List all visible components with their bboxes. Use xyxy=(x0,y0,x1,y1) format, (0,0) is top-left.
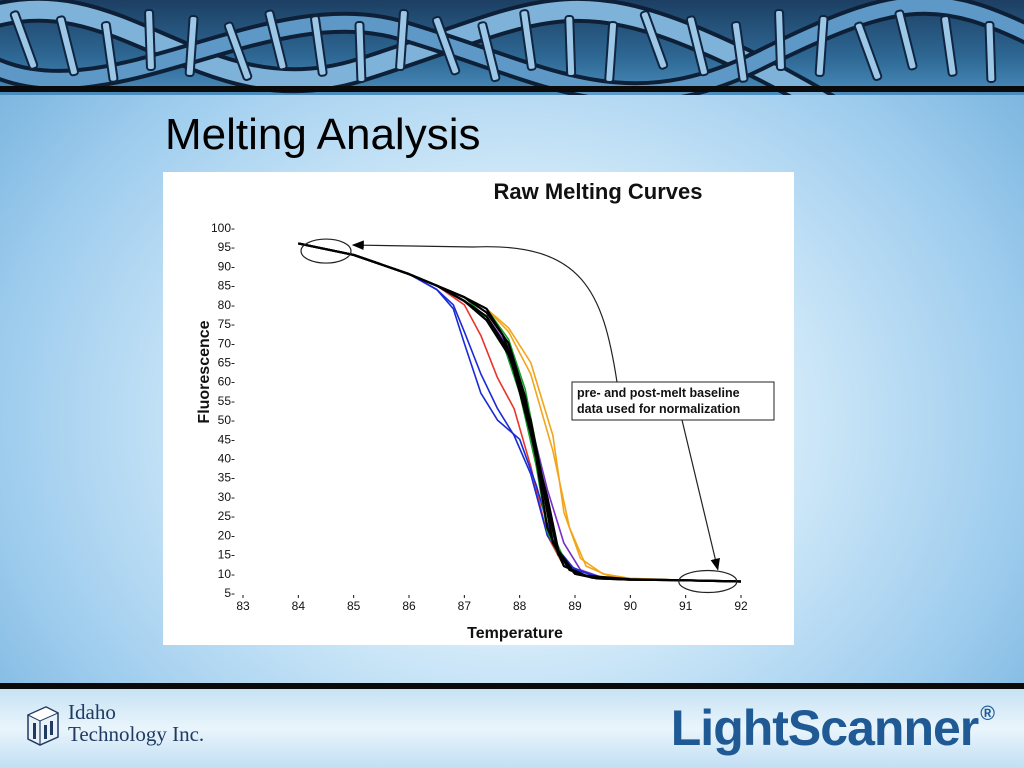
y-tick-label: 75- xyxy=(218,317,235,331)
chart-panel: Raw Melting Curves 5- 10- 15- 20- 25- 30- 35- 4… xyxy=(163,172,794,645)
x-tick-label: 83 xyxy=(236,599,250,613)
series-line-black xyxy=(298,242,742,583)
dna-base-pair xyxy=(184,14,199,77)
dna-base-pair xyxy=(894,9,918,71)
dna-base-pair xyxy=(395,8,409,72)
x-tick-label: 87 xyxy=(458,599,472,613)
dna-base-pair xyxy=(144,8,156,72)
y-tick-label: 20- xyxy=(218,528,235,542)
company-name: Idaho Technology Inc. xyxy=(68,700,205,746)
x-tick-label: 92 xyxy=(734,599,748,613)
dna-base-pair xyxy=(774,8,786,72)
dna-base-pair xyxy=(100,21,119,83)
slide-title: Melting Analysis xyxy=(165,110,481,159)
dna-base-pair xyxy=(519,9,537,71)
y-axis-label: Fluorescence xyxy=(196,320,213,423)
y-tick-label: 10- xyxy=(218,567,235,581)
registered-mark: ® xyxy=(980,703,995,725)
y-tick-label: 100- xyxy=(211,221,235,235)
dna-base-pair xyxy=(940,15,958,77)
idaho-technology-logo-icon xyxy=(26,706,60,746)
y-tick-label: 15- xyxy=(218,548,235,562)
dna-base-pair xyxy=(604,20,619,83)
annotation-text-line: data used for normalization xyxy=(577,402,740,416)
annotation-box xyxy=(571,381,775,421)
y-tick-label: 65- xyxy=(218,355,235,369)
dna-base-pair xyxy=(310,15,328,77)
x-tick-label: 85 xyxy=(347,599,361,613)
dna-base-pair xyxy=(564,14,577,78)
dna-base-pair xyxy=(264,9,288,71)
dna-base-pair xyxy=(55,15,79,77)
dna-base-pair xyxy=(431,15,461,76)
dna-base-pair xyxy=(639,10,669,70)
dna-strand xyxy=(0,0,1024,95)
pre-melt-region-ellipse xyxy=(300,238,352,264)
y-tick-label: 50- xyxy=(218,413,235,427)
y-tick-label: 5- xyxy=(224,586,235,600)
x-tick-label: 89 xyxy=(568,599,582,613)
y-tick-label: 55- xyxy=(218,394,235,408)
y-tick-label: 85- xyxy=(218,279,235,293)
x-axis-label: Temperature xyxy=(467,625,563,642)
x-tick-label: 90 xyxy=(624,599,638,613)
annotation-arrow-post xyxy=(681,419,720,571)
y-tick-label: 45- xyxy=(218,432,235,446)
dna-helix-graphic xyxy=(0,0,1024,95)
post-melt-region-ellipse xyxy=(678,569,738,594)
x-tick-label: 91 xyxy=(679,599,693,613)
dna-base-pair xyxy=(9,10,39,70)
chart-title: Raw Melting Curves xyxy=(493,179,702,204)
melting-curve-chart: Raw Melting Curves 5- 10- 15- 20- 25- 30- 35- 4… xyxy=(196,179,775,642)
y-tick-label: 25- xyxy=(218,509,235,523)
dna-base-pair xyxy=(685,15,709,77)
dna-base-pair xyxy=(477,21,501,83)
footer-divider xyxy=(0,683,1024,689)
y-tick-label: 80- xyxy=(218,298,235,312)
dna-banner xyxy=(0,0,1024,95)
x-tick-label: 88 xyxy=(513,599,527,613)
x-tick-label: 86 xyxy=(402,599,416,613)
dna-base-pair xyxy=(730,21,749,83)
x-tick-label: 84 xyxy=(292,599,306,613)
product-logo: LightScanner ® xyxy=(670,699,995,757)
dna-base-pair xyxy=(853,21,883,81)
dna-base-pair xyxy=(223,21,253,81)
y-tick-label: 95- xyxy=(218,240,235,254)
y-tick-label: 30- xyxy=(218,490,235,504)
annotation-arrow-pre xyxy=(351,240,618,383)
annotation-text-line: pre- and post-melt baseline xyxy=(577,386,740,400)
y-tick-label: 70- xyxy=(218,336,235,350)
banner-divider xyxy=(0,86,1024,92)
y-tick-label: 60- xyxy=(218,375,235,389)
y-tick-label: 90- xyxy=(218,259,235,273)
dna-base-pair xyxy=(984,20,997,84)
dna-base-pair xyxy=(354,20,367,84)
dna-base-pair xyxy=(814,14,829,77)
y-tick-label: 40- xyxy=(218,452,235,466)
footer-bar: Idaho Technology Inc. LightScanner ® xyxy=(0,689,1024,768)
y-tick-label: 35- xyxy=(218,471,235,485)
product-name: LightScanner xyxy=(670,700,979,756)
